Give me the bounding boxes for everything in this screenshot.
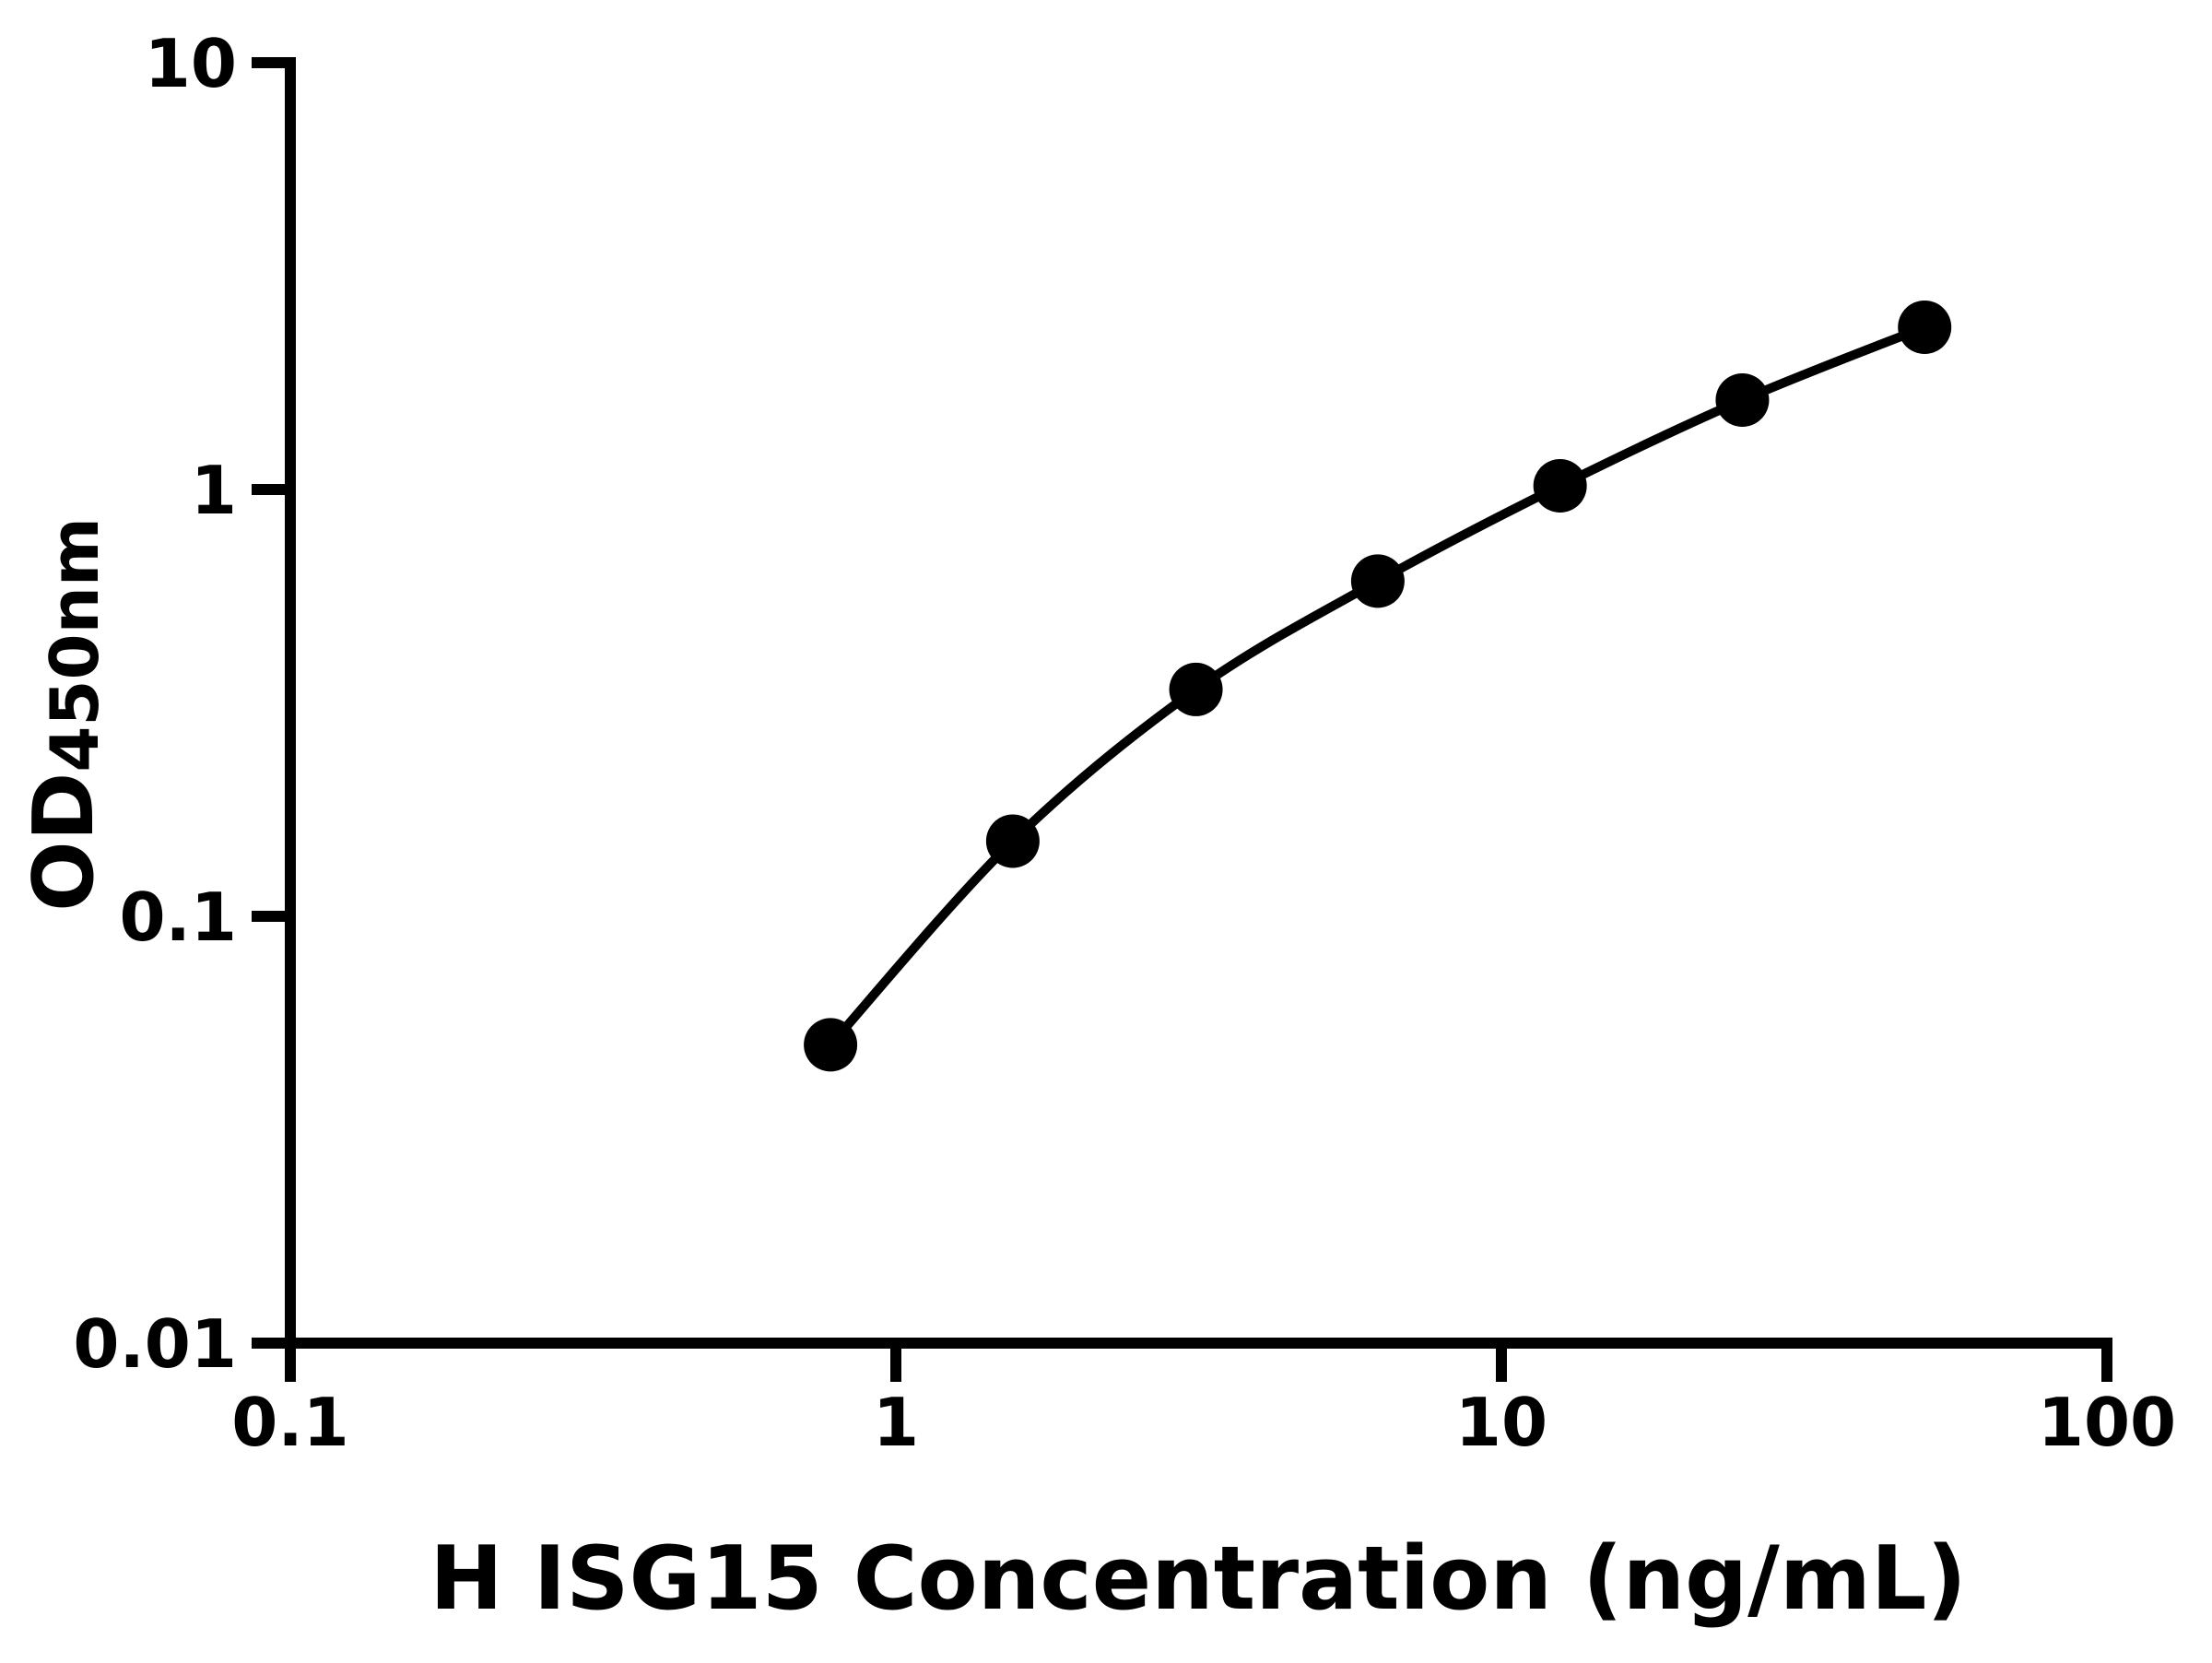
y-tick-label: 0.01 (73, 1305, 237, 1383)
axes (285, 57, 2112, 1349)
data-point (1533, 459, 1587, 513)
y-axis-title-main: OD (16, 773, 112, 912)
data-point (1169, 662, 1223, 716)
data-point (985, 814, 1040, 868)
x-tick-label: 10 (1455, 1384, 1547, 1461)
data-point (804, 1018, 858, 1072)
data-point (1715, 372, 1770, 427)
x-axis-title: H ISG15 Concentration (ng/mL) (429, 1528, 1967, 1630)
y-axis-title: OD450nm (16, 517, 113, 912)
y-tick-label: 1 (191, 452, 237, 529)
data-points-group (804, 300, 1952, 1072)
x-tick-label: 100 (2038, 1384, 2176, 1461)
y-tick-label: 10 (145, 25, 237, 102)
data-point (1898, 300, 1952, 354)
x-tick-label: 0.1 (231, 1384, 349, 1461)
y-tick-label: 0.1 (119, 879, 237, 956)
y-axis-title-sub: 450nm (36, 517, 113, 773)
data-point (1350, 554, 1405, 608)
x-tick-label: 1 (873, 1384, 919, 1461)
tick-marks (252, 57, 2112, 1382)
